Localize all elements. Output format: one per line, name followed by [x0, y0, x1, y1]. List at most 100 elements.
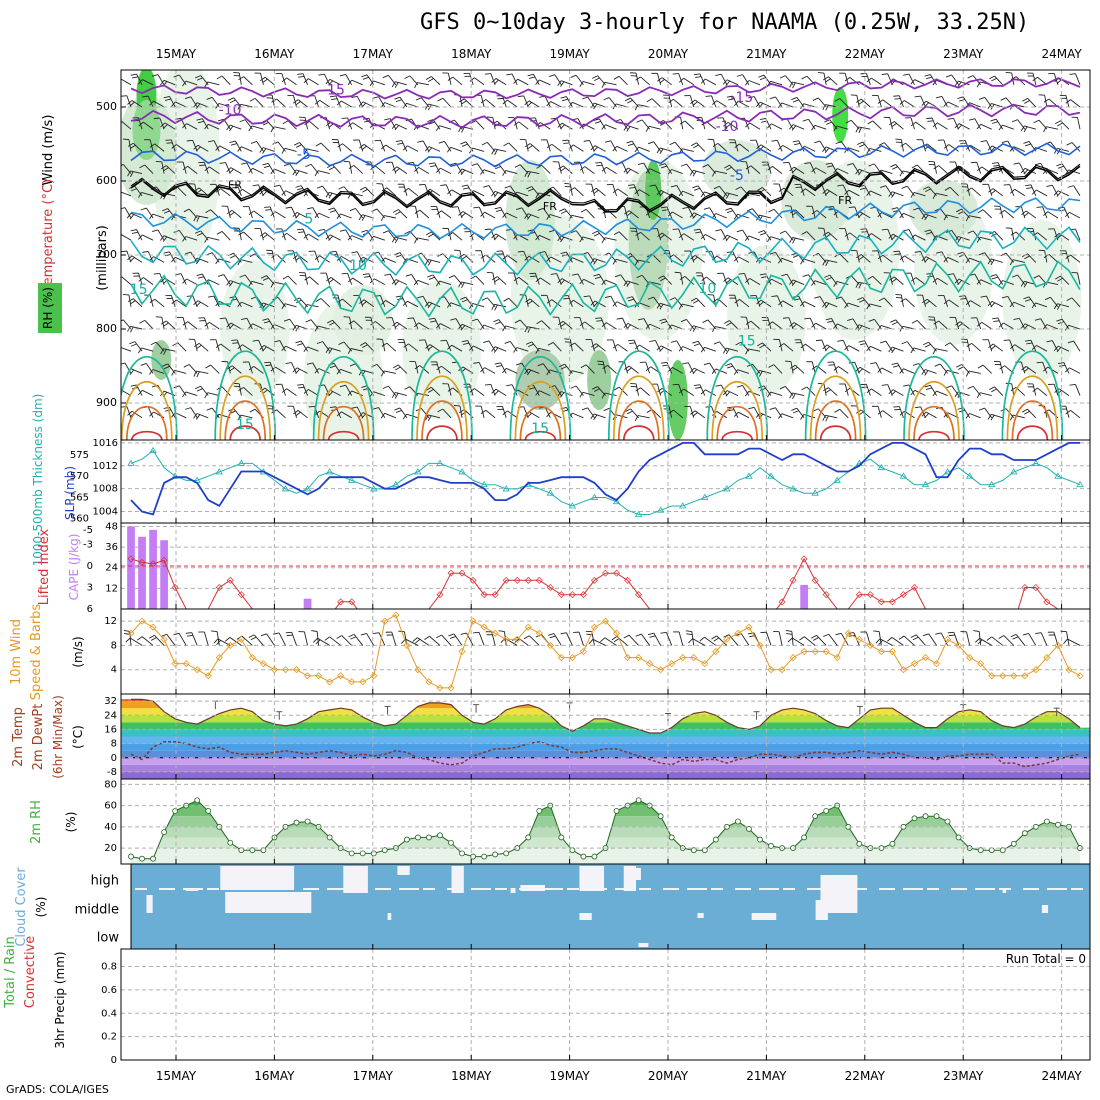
wind-barb-feather [693, 384, 701, 387]
cloud-fraction-strip [807, 888, 823, 890]
wind-barb-feather [259, 345, 265, 351]
wind-barb-feather [700, 78, 706, 84]
wind-barb-feather [579, 279, 585, 285]
wind-barb [185, 80, 198, 86]
wind-barb [1032, 73, 1037, 85]
wind-barb-feather [216, 75, 223, 80]
wind-barb [986, 140, 993, 152]
wind-barb-feather [403, 188, 409, 193]
wind-barb-feather [670, 340, 677, 343]
wind-barb [697, 340, 706, 352]
wind-barb [552, 342, 562, 352]
wind-barb [577, 273, 584, 285]
wind-barb-feather [164, 409, 172, 412]
wind-barb-feather [767, 123, 772, 129]
wind-barb [539, 390, 551, 397]
wind-barb-feather [348, 165, 355, 169]
wind-barb-feather [954, 391, 959, 398]
cloud-panel [130, 863, 1091, 950]
wind-barb [979, 392, 992, 397]
wind-barb-feather [369, 278, 375, 284]
wind-barb [738, 100, 750, 108]
wind-barb-feather [1056, 304, 1061, 310]
wind-barb-feather [790, 364, 796, 369]
wind-barb-feather [329, 322, 335, 326]
wind-barb [384, 102, 397, 108]
wind-barb [138, 272, 143, 285]
lifted-tick-label: 0 [87, 561, 93, 572]
wind-barb-feather [1023, 141, 1030, 144]
wind-barb [562, 320, 573, 330]
wind-barb-feather [217, 274, 224, 277]
wind-barb-feather [878, 297, 885, 302]
rh-marker [1010, 840, 1017, 847]
wind-barb-feather [293, 254, 299, 259]
wind-barb-feather [612, 301, 618, 307]
slp-tick-label: 1012 [93, 461, 118, 472]
wind-barb-feather [635, 387, 641, 392]
wind-barb-feather [592, 386, 598, 390]
wind-barb [628, 634, 639, 646]
wind-speed-marker [756, 641, 764, 649]
wind-barb [480, 95, 485, 108]
wind-barb [744, 273, 750, 285]
wind-barb-feather [792, 366, 798, 371]
wind-barb [1024, 125, 1036, 130]
wind-barb-feather [525, 298, 531, 303]
wind-barb [792, 279, 805, 286]
wind-barb-feather [311, 630, 318, 632]
wind-barb-feather [496, 209, 503, 212]
cloud-fraction-strip [927, 888, 939, 890]
thickness-marker [811, 489, 819, 496]
wind-barb-feather [270, 168, 275, 175]
thickness-marker [943, 468, 952, 475]
wind-barb [1004, 209, 1015, 219]
wind-barb [842, 340, 849, 352]
wind-barb-feather [967, 385, 974, 390]
rh-marker [381, 847, 388, 854]
wind-barb-feather [193, 413, 198, 419]
wind-speed-marker [932, 660, 941, 668]
wind-barb [485, 99, 496, 108]
wind-barb-feather [889, 276, 895, 281]
wind-barb-feather [260, 76, 266, 82]
wind-barb-feather [794, 142, 801, 146]
wind-barb-feather [237, 188, 243, 194]
wind-barb-feather [1057, 122, 1063, 127]
wind-barb-feather [1034, 318, 1041, 321]
date-label-top: 15MAY [156, 47, 197, 61]
wind-barb [378, 407, 386, 419]
wind-barb-feather [1032, 387, 1038, 392]
wind-barb-feather [232, 342, 239, 344]
wind-barb [429, 344, 441, 352]
wind-barb-feather [195, 414, 201, 420]
wind-barb-feather [172, 186, 178, 191]
rh-marker [558, 834, 565, 841]
wind-barb [1037, 387, 1048, 396]
wind-barb-feather [1055, 275, 1061, 280]
wind-barb-feather [669, 141, 676, 146]
wind-barb-feather [980, 140, 987, 143]
date-label-bottom: 18MAY [451, 1069, 492, 1083]
wind-barb [550, 101, 562, 108]
wind-barb [750, 165, 761, 174]
wind-barb [610, 295, 617, 308]
wind-barb [318, 368, 330, 374]
wind-barb-feather [259, 189, 265, 195]
wind-barb [720, 229, 728, 241]
wind-barb [633, 184, 640, 196]
wind-barb [906, 341, 915, 352]
precip-grid [121, 949, 1090, 1061]
wind-barb [475, 120, 485, 130]
wind-barb-feather [612, 103, 617, 110]
wind-barb-feather [1066, 142, 1073, 146]
wind-speed-marker [204, 672, 212, 680]
wind-barb [622, 162, 628, 174]
wind-barb [541, 320, 551, 330]
isotherm-label: FR [228, 178, 242, 191]
wind-barb-feather [692, 326, 697, 332]
wind-barb-feather [944, 342, 951, 347]
rh-shading [702, 140, 772, 200]
wind-barb-feather [792, 140, 799, 143]
wind-barb-feather [978, 407, 985, 411]
